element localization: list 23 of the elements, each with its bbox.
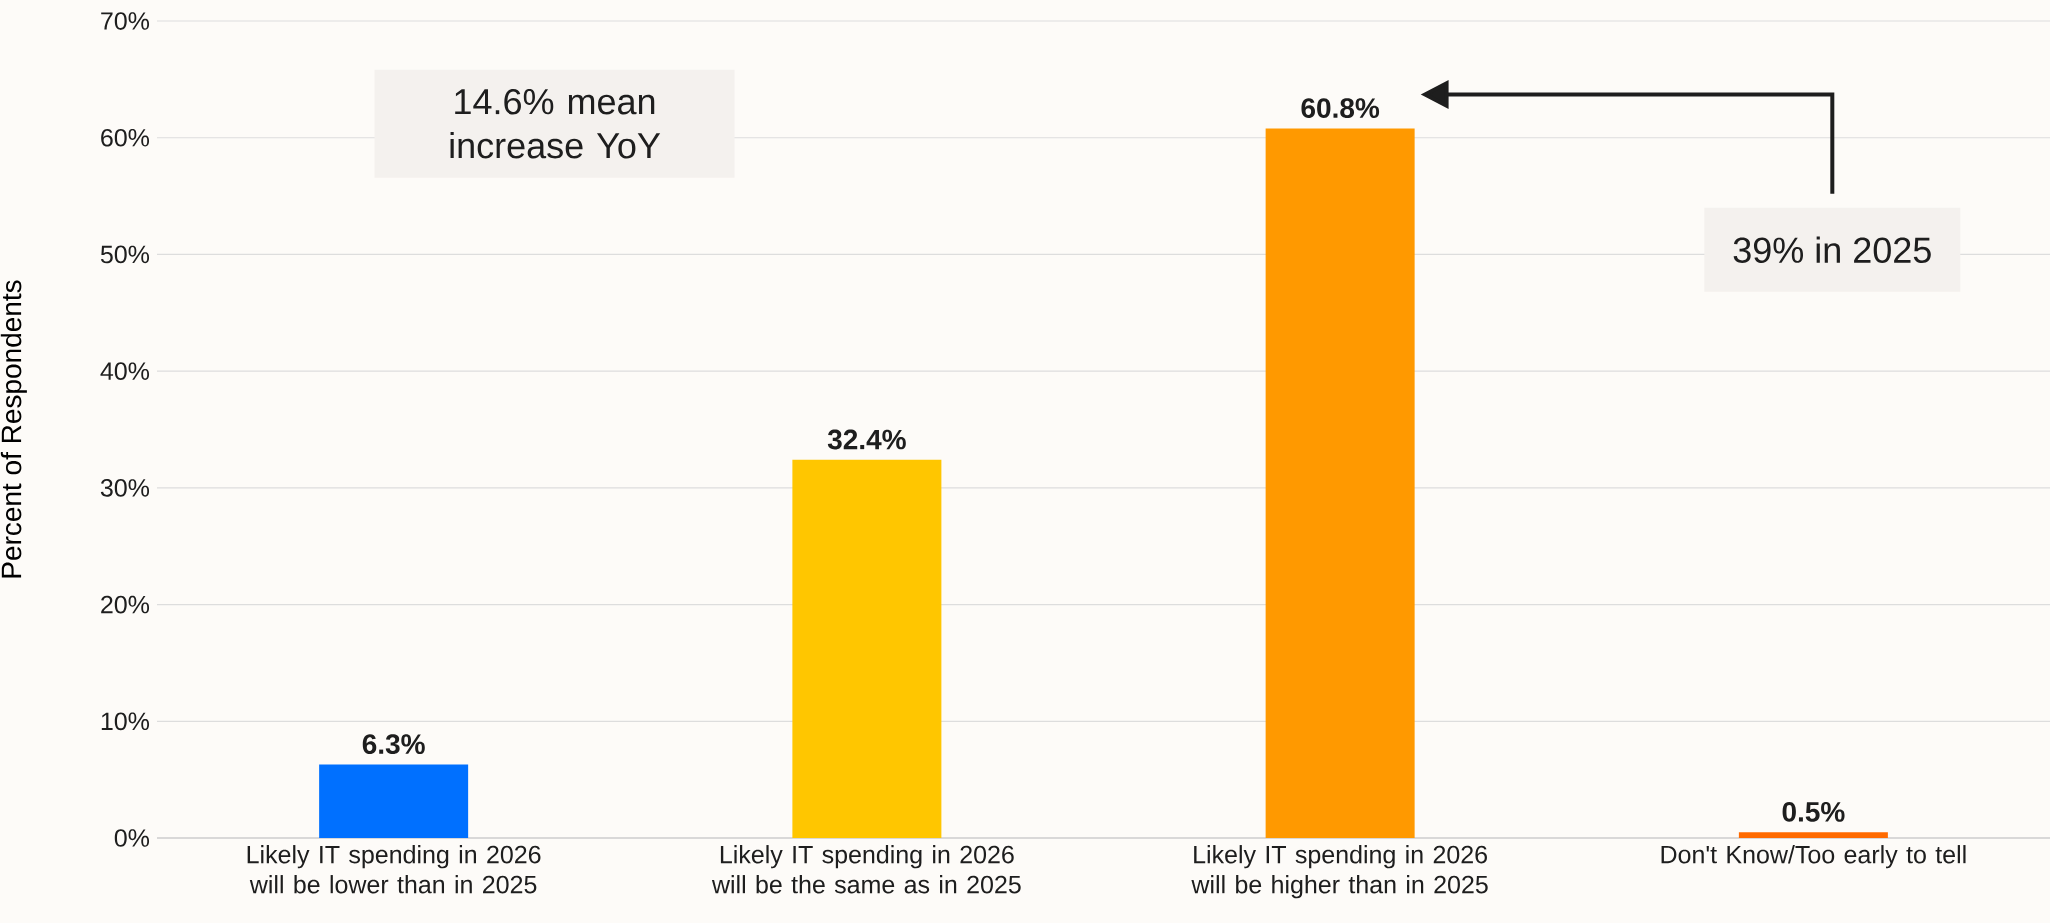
x-tick-label: Don't Know/Too early to tell bbox=[1661, 845, 1966, 869]
annotation: 39% in 2025 bbox=[1733, 236, 1931, 263]
annotation: 14.6% mean increase YoY bbox=[450, 88, 661, 159]
y-tick-label: 10% bbox=[101, 712, 150, 731]
y-axis-title: Percent of Respondents bbox=[0, 280, 27, 578]
x-tick-label: Likely IT spending in 2026 will be lower than in 2025 bbox=[247, 845, 541, 894]
y-tick-label: 70% bbox=[101, 12, 150, 30]
y-tick-label: 50% bbox=[100, 245, 150, 264]
x-tick-label: Likely IT spending in 2026 will be higher than in 2025 bbox=[1191, 845, 1488, 899]
y-tick-label: 40% bbox=[100, 362, 150, 381]
data-label: 60.8% bbox=[1301, 98, 1380, 118]
bar bbox=[1265, 128, 1415, 838]
bar bbox=[319, 764, 469, 838]
bar bbox=[1738, 832, 1888, 838]
x-tick-label: Likely IT spending in 2026 will be the same as in 2025 bbox=[711, 845, 1021, 894]
data-label: 6.3% bbox=[362, 734, 425, 755]
y-tick-label: 20% bbox=[101, 595, 150, 614]
y-tick-label: 60% bbox=[101, 128, 150, 147]
data-label: 32.4% bbox=[827, 429, 906, 450]
y-tick-label: 0% bbox=[114, 829, 150, 847]
y-tick-label: 30% bbox=[100, 479, 150, 497]
data-label: 0.5% bbox=[1782, 801, 1845, 822]
bar bbox=[792, 459, 942, 838]
